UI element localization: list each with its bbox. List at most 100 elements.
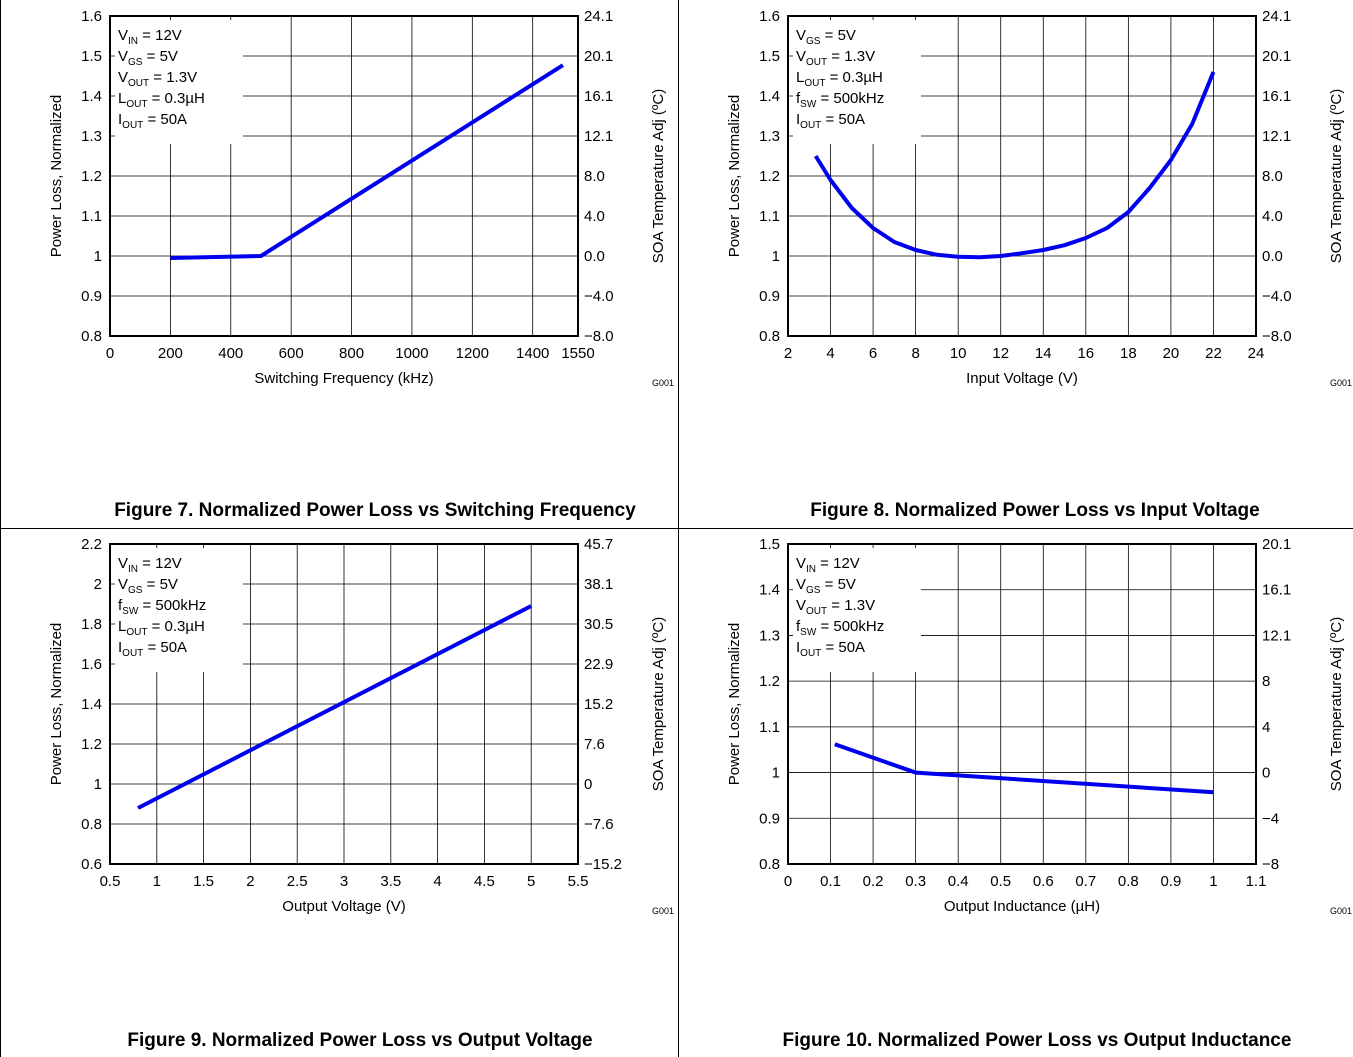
condition-text: VIN = 12V — [796, 555, 860, 575]
y2-axis-label: SOA Temperature Adj (ºC) — [650, 617, 667, 791]
x-tick-label: 0.4 — [948, 873, 969, 890]
condition-text: IOUT = 50A — [796, 111, 865, 131]
figure-code: G001 — [1330, 906, 1352, 916]
gridlines — [788, 16, 1256, 336]
x-axis-label: Input Voltage (V) — [966, 370, 1078, 387]
y2-tick-label: 30.5 — [584, 616, 613, 633]
y-tick-label: 1.1 — [759, 208, 780, 225]
y-tick-label: 1.5 — [759, 48, 780, 65]
y-tick-label: 1.1 — [759, 719, 780, 736]
condition-text: VGS = 5V — [796, 27, 856, 47]
y-tick-label: 0.9 — [759, 288, 780, 305]
x-tick-label: 0 — [784, 873, 792, 890]
x-tick-label: 3.5 — [380, 873, 401, 890]
plot-frame — [787, 543, 1257, 865]
y-tick-label: 1.3 — [759, 128, 780, 145]
x-tick-label: 0.2 — [863, 873, 884, 890]
y-tick-label: 1.4 — [81, 696, 102, 713]
y2-tick-label: 0 — [584, 776, 592, 793]
y2-axis-label: SOA Temperature Adj (ºC) — [1328, 89, 1345, 263]
y-tick-label: 1 — [772, 765, 780, 782]
conditions-box — [793, 20, 921, 144]
y2-tick-label: 24.1 — [584, 8, 613, 25]
x-tick-label: 24 — [1248, 345, 1265, 362]
y-tick-label: 1.2 — [759, 168, 780, 185]
series-line — [137, 604, 533, 810]
gridlines — [110, 16, 578, 336]
x-tick-label: 0.1 — [820, 873, 841, 890]
condition-text: fSW = 500kHz — [796, 618, 884, 638]
figure-code: G001 — [1330, 378, 1352, 388]
x-tick-label: 1 — [153, 873, 161, 890]
condition-text: VIN = 12V — [118, 555, 182, 575]
x-tick-label: 0.3 — [905, 873, 926, 890]
x-tick-label: 1200 — [456, 345, 489, 362]
y-tick-label: 1.2 — [81, 736, 102, 753]
x-tick-label: 3 — [340, 873, 348, 890]
x-axis-label: Output Inductance (µH) — [944, 898, 1100, 915]
x-tick-label: 1 — [1209, 873, 1217, 890]
x-tick-label: 5.5 — [568, 873, 589, 890]
y-tick-label: 1.8 — [81, 616, 102, 633]
y2-tick-label: −8.0 — [1262, 328, 1292, 345]
conditions-box — [793, 548, 921, 672]
condition-text: fSW = 500kHz — [118, 597, 206, 617]
y2-tick-label: 15.2 — [584, 696, 613, 713]
y2-tick-label: 45.7 — [584, 536, 613, 553]
x-tick-label: 0.7 — [1075, 873, 1096, 890]
x-tick-label: 1.1 — [1246, 873, 1267, 890]
y2-tick-label: −4.0 — [1262, 288, 1292, 305]
y2-tick-label: 22.9 — [584, 656, 613, 673]
figure-8: VGS = 5V VOUT = 1.3V LOUT = 0.3µH fSW = 500… — [678, 0, 1353, 528]
y2-tick-label: 12.1 — [1262, 128, 1291, 145]
series-line — [813, 71, 1216, 260]
figure-9: VIN = 12V VGS = 5V fSW = 500kHz LOUT = 0.3µ… — [0, 528, 678, 1057]
y-axis-label: Power Loss, Normalized — [726, 623, 743, 786]
series-line — [834, 742, 1214, 795]
y2-tick-label: −7.6 — [584, 816, 614, 833]
x-axis-label: Output Voltage (V) — [282, 898, 405, 915]
y2-axis-label: SOA Temperature Adj (ºC) — [1328, 617, 1345, 791]
y-tick-label: 1.6 — [81, 8, 102, 25]
figure-10-caption: Figure 10. Normalized Power Loss vs Outp… — [782, 1030, 1292, 1051]
condition-text: VIN = 12V — [118, 27, 182, 47]
conditions-box — [115, 20, 243, 144]
y2-tick-label: 4 — [1262, 719, 1270, 736]
x-tick-label: 0.5 — [990, 873, 1011, 890]
y2-tick-label: 38.1 — [584, 576, 613, 593]
x-tick-label: 4.5 — [474, 873, 495, 890]
y2-tick-label: 4.0 — [584, 208, 605, 225]
conditions-box — [115, 548, 243, 672]
x-tick-label: 14 — [1035, 345, 1052, 362]
x-tick-label: 1.5 — [193, 873, 214, 890]
x-tick-label: 16 — [1077, 345, 1094, 362]
y-tick-label: 1.5 — [81, 48, 102, 65]
x-tick-label: 2.5 — [287, 873, 308, 890]
x-tick-label: 8 — [911, 345, 919, 362]
y-tick-label: 1.4 — [81, 88, 102, 105]
y-tick-label: 0.6 — [81, 856, 102, 873]
series-line — [170, 63, 564, 260]
y2-tick-label: 8.0 — [1262, 168, 1283, 185]
x-tick-label: 4 — [826, 345, 834, 362]
y-tick-label: 2.2 — [81, 536, 102, 553]
condition-text: LOUT = 0.3µH — [118, 90, 205, 110]
y2-tick-label: 20.1 — [1262, 48, 1291, 65]
y-tick-label: 1.4 — [759, 88, 780, 105]
x-tick-label: 5 — [527, 873, 535, 890]
x-tick-label: 0 — [106, 345, 114, 362]
y-tick-label: 0.8 — [81, 328, 102, 345]
condition-text: VGS = 5V — [796, 576, 856, 596]
y-tick-label: 1.6 — [759, 8, 780, 25]
y2-tick-label: 20.1 — [584, 48, 613, 65]
left-border — [0, 0, 1, 1057]
y2-tick-label: 16.1 — [584, 88, 613, 105]
x-tick-label: 200 — [158, 345, 183, 362]
figure-7-caption: Figure 7. Normalized Power Loss vs Switc… — [114, 500, 636, 521]
y-tick-label: 1.1 — [81, 208, 102, 225]
x-axis-label: Switching Frequency (kHz) — [254, 370, 433, 387]
x-tick-label: 1400 — [516, 345, 549, 362]
y-tick-label: 0.8 — [759, 328, 780, 345]
